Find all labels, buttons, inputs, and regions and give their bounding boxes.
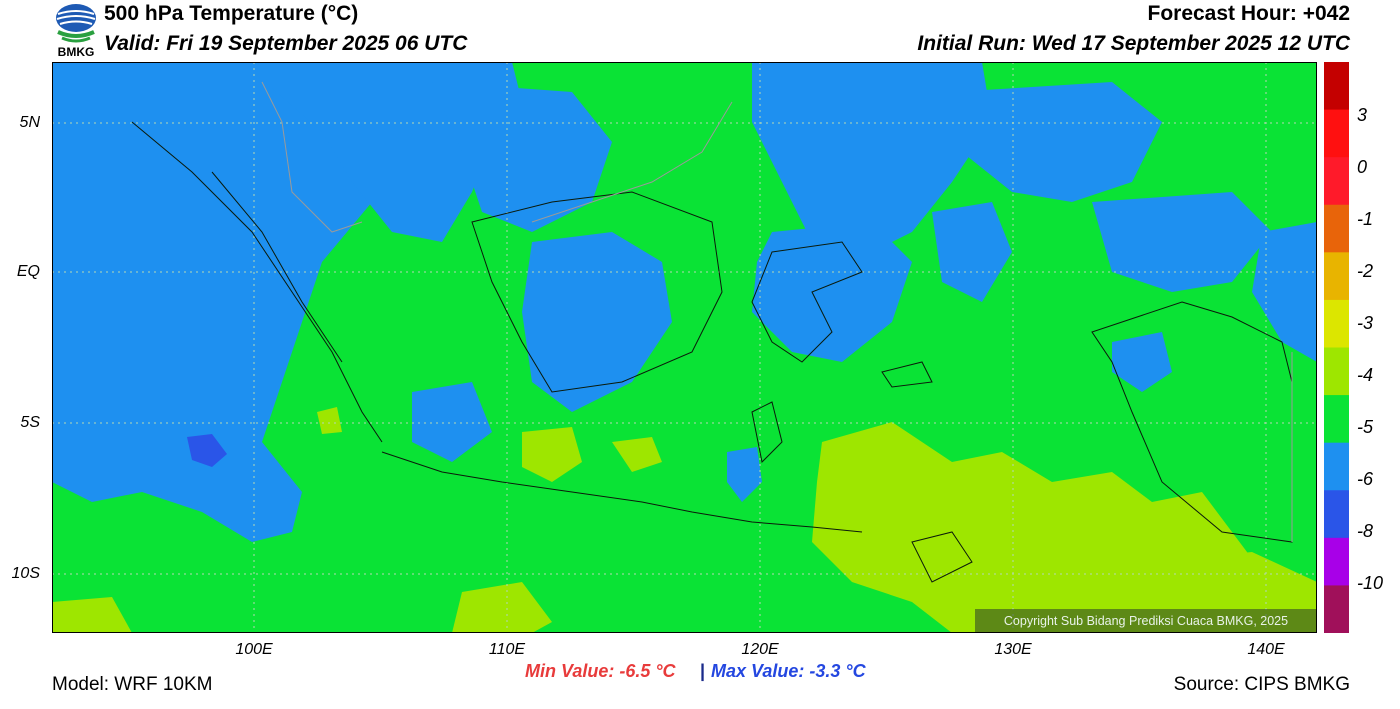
lat-label-eq: EQ	[16, 263, 40, 280]
lon-label-130e: 130E	[994, 641, 1032, 658]
legend-label-0: 0	[1357, 157, 1368, 177]
colorbar-segment	[1324, 347, 1349, 396]
lat-label-10s: 10S	[11, 565, 40, 582]
darkblue-patch	[187, 434, 227, 467]
lon-label-110e: 110E	[488, 641, 526, 658]
colorbar-segment	[1324, 585, 1349, 634]
lat-label-5s: 5S	[20, 414, 40, 431]
legend-label-minus3: -3	[1357, 313, 1374, 333]
legend-label-minus10: -10	[1357, 573, 1384, 593]
logo-text: BMKG	[57, 45, 95, 59]
colorbar-segment	[1324, 109, 1349, 158]
colorbar-segment	[1324, 252, 1349, 301]
colorbar	[1324, 62, 1349, 634]
legend-label-minus1: -1	[1357, 209, 1374, 229]
lon-label-100e: 100E	[235, 641, 273, 658]
lon-label-120e: 120E	[741, 641, 779, 658]
bmkg-logo: BMKG	[52, 2, 100, 60]
colorbar-segment	[1324, 62, 1349, 111]
min-value: Min Value: -6.5 °C	[525, 661, 676, 681]
model-label: Model: WRF 10KM	[52, 674, 213, 695]
colorbar-segment	[1324, 204, 1349, 253]
legend-label-minus8: -8	[1357, 521, 1374, 541]
max-value: Max Value: -3.3 °C	[711, 661, 866, 681]
legend-label-minus2: -2	[1357, 261, 1374, 281]
colorbar-segment	[1324, 490, 1349, 539]
initial-run: Initial Run: Wed 17 September 2025 12 UT…	[917, 32, 1350, 55]
country-borders	[261, 81, 1293, 542]
legend-label-minus4: -4	[1357, 365, 1374, 385]
colorbar-segment	[1324, 395, 1349, 444]
source-label: Source: CIPS BMKG	[1173, 674, 1350, 695]
copyright-note: Copyright Sub Bidang Prediksi Cuaca BMKG…	[975, 609, 1317, 633]
legend-label-3: 3	[1357, 105, 1368, 125]
colorbar-segment	[1324, 537, 1349, 586]
lon-label-140e: 140E	[1247, 641, 1285, 658]
blue-regions	[52, 62, 1317, 542]
stats-separator: |	[700, 661, 706, 681]
map-title: 500 hPa Temperature (°C)	[104, 2, 359, 25]
legend-label-minus6: -6	[1357, 469, 1374, 489]
temperature-map: Copyright Sub Bidang Prediksi Cuaca BMKG…	[52, 62, 1317, 633]
lat-label-5n: 5N	[19, 114, 40, 131]
colorbar-segment	[1324, 442, 1349, 491]
legend-label-minus5: -5	[1357, 417, 1374, 437]
colorbar-segment	[1324, 157, 1349, 206]
colorbar-segment	[1324, 299, 1349, 348]
coastlines	[131, 121, 1293, 583]
valid-time: Valid: Fri 19 September 2025 06 UTC	[104, 32, 468, 55]
forecast-hour: Forecast Hour: +042	[1147, 2, 1351, 25]
